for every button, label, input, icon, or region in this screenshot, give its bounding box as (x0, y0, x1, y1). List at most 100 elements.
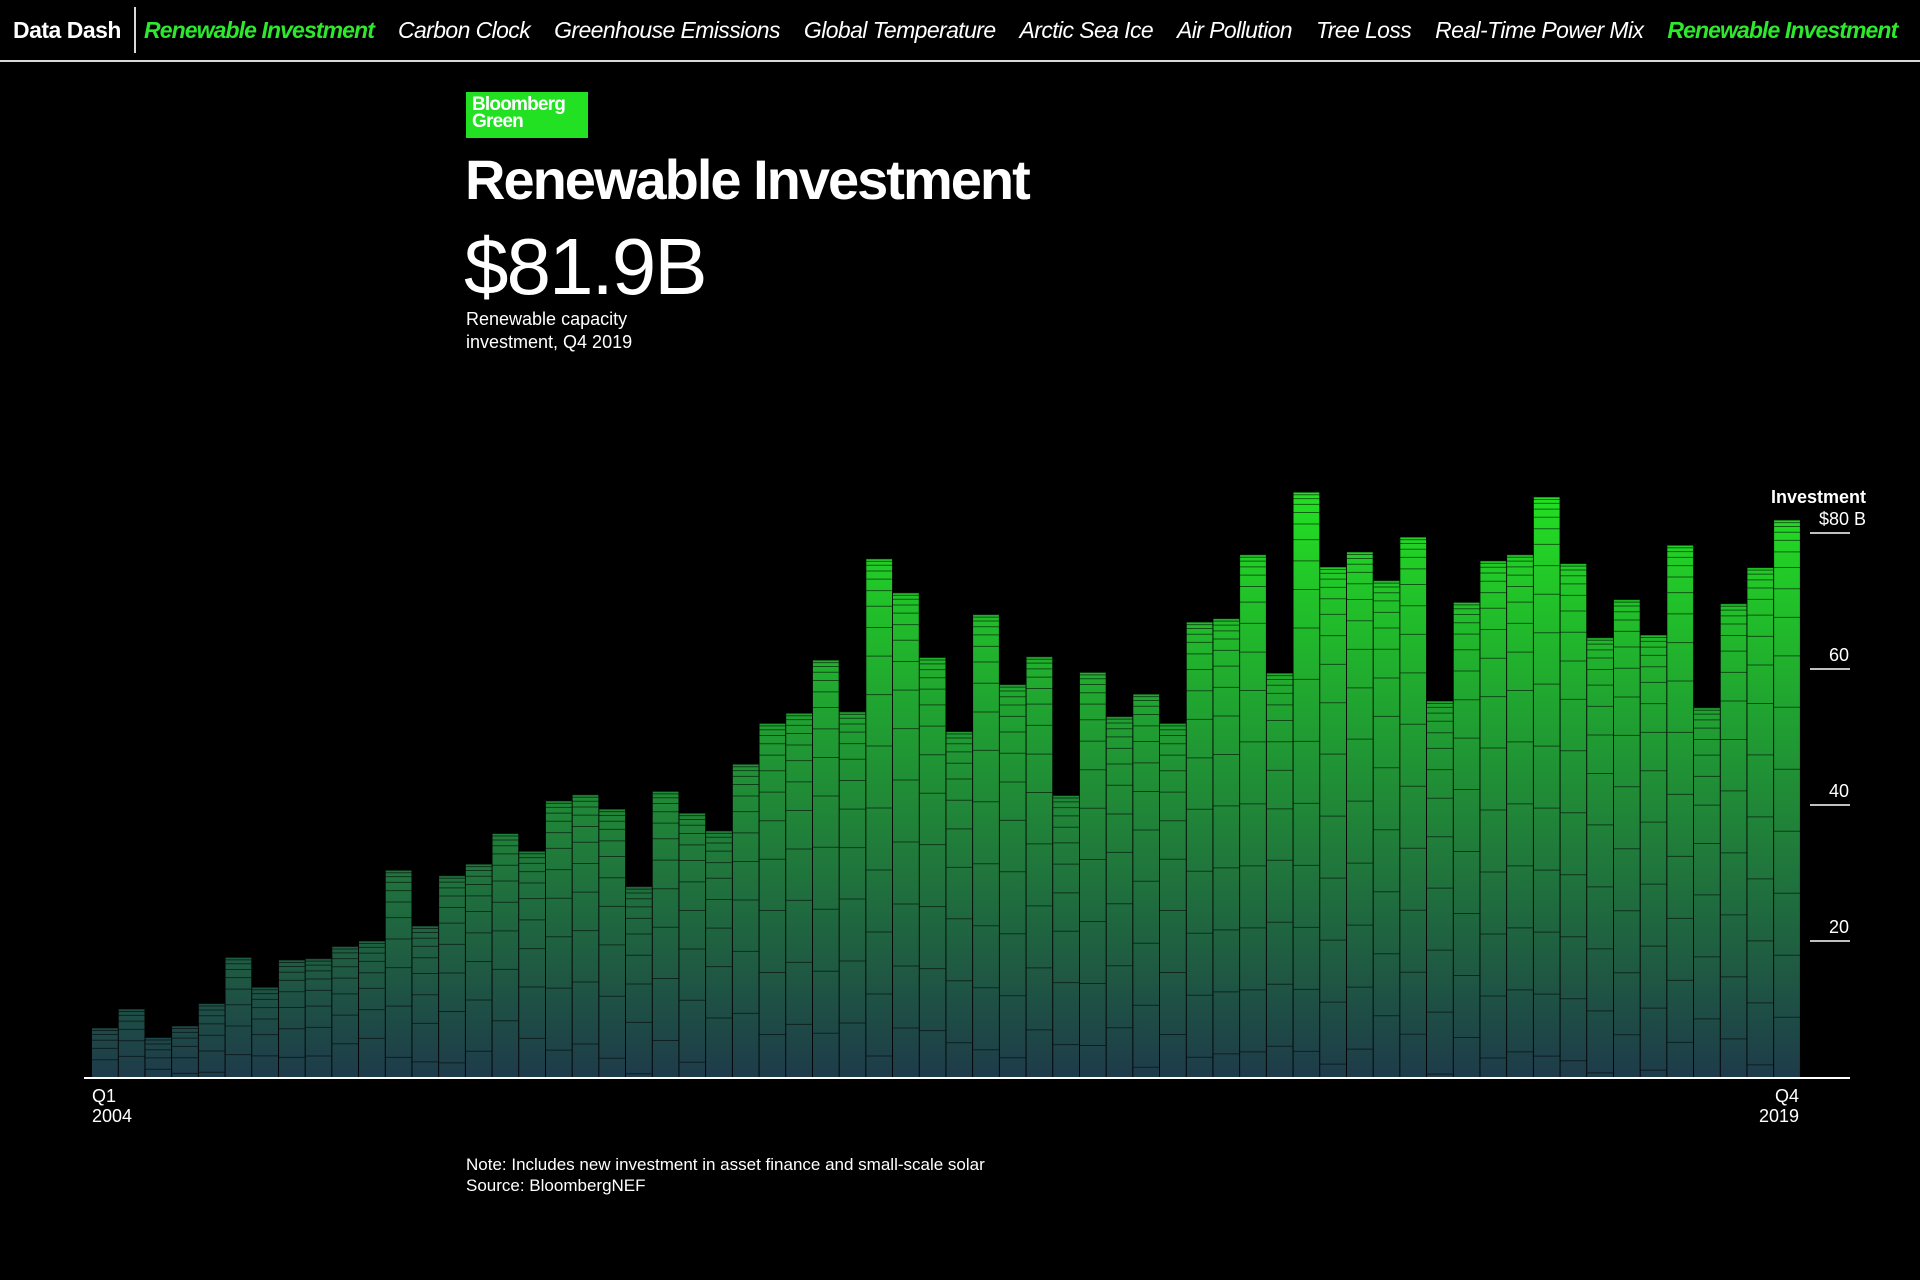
x-axis-start-label: Q1 2004 (92, 1086, 132, 1126)
bar-rect (1373, 580, 1400, 1077)
bar-rect (1427, 700, 1453, 1077)
bar-rect (812, 660, 839, 1077)
bar-rect (1266, 673, 1293, 1077)
bar-rect (1613, 599, 1640, 1077)
bar-rect (545, 800, 572, 1077)
bar-q2-2010 (759, 722, 786, 1077)
bar-rect (732, 764, 759, 1077)
nav-item-global-temperature[interactable]: Global Temperature (803, 16, 996, 43)
brand-link[interactable]: Data Dash (0, 7, 136, 53)
bar-rect (759, 723, 786, 1077)
page-title: Renewable Investment (465, 148, 1031, 211)
bar-rect (465, 864, 492, 1077)
footer-source: Source: BloombergNEF (466, 1176, 646, 1195)
bar-q4-2017 (1560, 563, 1587, 1077)
bar-rect (1694, 707, 1720, 1077)
bar-rect (839, 711, 866, 1077)
bar-q2-2005 (225, 956, 252, 1077)
bar-q4-2008 (599, 808, 626, 1077)
x-end-quarter: Q4 (1775, 1086, 1799, 1106)
bar-rect (973, 614, 999, 1077)
bar-q3-2014 (1213, 618, 1240, 1077)
bar-q3-2019 (1747, 567, 1774, 1077)
bar-rect (1747, 567, 1774, 1077)
headline-value: $81.9B (464, 222, 708, 311)
bar-rect (252, 987, 278, 1077)
y-tick-label: $80 (1819, 509, 1849, 529)
x-start-quarter: Q1 (92, 1086, 116, 1106)
nav-item-real-time-power-mix[interactable]: Real-Time Power Mix (1435, 16, 1644, 43)
bar-rect (439, 875, 465, 1077)
nav-item-renewable-investment[interactable]: Renewable Investment (143, 16, 375, 43)
bar-rect (225, 957, 252, 1077)
bar-rect (1240, 554, 1266, 1077)
bar-rect (198, 1003, 225, 1077)
bar-q4-2016 (1453, 601, 1480, 1077)
bar-q2-2009 (652, 790, 679, 1077)
bar-q3-2005 (252, 986, 278, 1077)
bar-q4-2015 (1346, 551, 1373, 1077)
bar-rect (1720, 603, 1747, 1077)
bar-q1-2011 (839, 711, 866, 1077)
bar-q1-2008 (519, 850, 545, 1077)
bar-rect (519, 851, 545, 1077)
bar-rect (1400, 537, 1427, 1077)
bar-rect (1533, 496, 1560, 1078)
bar-rect (572, 794, 599, 1077)
bar-q3-2018 (1640, 634, 1667, 1077)
bar-q2-2011 (866, 558, 893, 1077)
bar-rect (706, 830, 732, 1077)
bar-q3-2004 (145, 1037, 172, 1077)
bar-rect (1213, 618, 1240, 1077)
x-start-year: 2004 (92, 1106, 132, 1126)
y-axis: Investment B 20 40 60 $80 (1771, 487, 1866, 942)
bar-rect (679, 813, 706, 1077)
nav-item-carbon-clock[interactable]: Carbon Clock (397, 16, 531, 43)
bar-rect (1453, 602, 1480, 1077)
nav-item-arctic-sea-ice[interactable]: Arctic Sea Ice (1019, 16, 1154, 43)
bar-q2-2014 (1186, 621, 1213, 1077)
bar-q3-2008 (572, 794, 599, 1077)
footer-note: Note: Includes new investment in asset f… (466, 1155, 985, 1174)
bar-rect (599, 809, 626, 1077)
bar-rect (1507, 554, 1533, 1077)
bar-q1-2018 (1587, 637, 1613, 1077)
bar-q4-2004 (172, 1025, 198, 1077)
bar-rect (1774, 520, 1800, 1077)
bar-rect (1133, 694, 1160, 1077)
bar-q4-2014 (1240, 554, 1266, 1077)
bar-q3-2006 (359, 940, 385, 1077)
bar-rect (359, 941, 385, 1077)
bar-rect (946, 731, 973, 1077)
bar-rect (1053, 795, 1079, 1077)
bar-rect (1480, 560, 1507, 1077)
nav-item-greenhouse-emissions[interactable]: Greenhouse Emissions (554, 16, 780, 43)
bar-q2-2013 (1079, 671, 1106, 1077)
bar-rect (1026, 656, 1053, 1077)
y-axis-title: Investment (1771, 487, 1866, 507)
y-tick-label: 40 (1829, 781, 1849, 801)
bar-q4-2006 (385, 869, 412, 1077)
bar-q1-2013 (1053, 794, 1079, 1077)
bar-q4-2018 (1667, 544, 1694, 1077)
bar-q4-2007 (492, 833, 519, 1077)
logo-line-1: Bloomberg (472, 94, 566, 115)
bar-rect (278, 960, 305, 1077)
bar-q2-2007 (439, 875, 465, 1077)
bar-q1-2010 (732, 763, 759, 1077)
bar-q3-2011 (893, 592, 919, 1077)
bar-rect (172, 1026, 198, 1077)
bar-q4-2005 (278, 959, 305, 1077)
bar-rect (1160, 723, 1186, 1077)
bar-q1-2016 (1373, 580, 1400, 1077)
bar-q2-2012 (973, 614, 999, 1077)
x-end-year: 2019 (1759, 1106, 1799, 1126)
nav-item-renewable-investment-repeat[interactable]: Renewable Investment (1667, 16, 1898, 43)
nav-item-tree-loss[interactable]: Tree Loss (1315, 16, 1412, 43)
nav-item-air-pollution[interactable]: Air Pollution (1177, 16, 1293, 43)
bar-q3-2016 (1427, 700, 1453, 1077)
bloomberg-green-logo: Bloomberg Green (466, 92, 588, 138)
bar-q4-2013 (1133, 693, 1160, 1077)
bar-rect (1560, 563, 1587, 1077)
bar-q1-2004 (92, 1027, 118, 1077)
